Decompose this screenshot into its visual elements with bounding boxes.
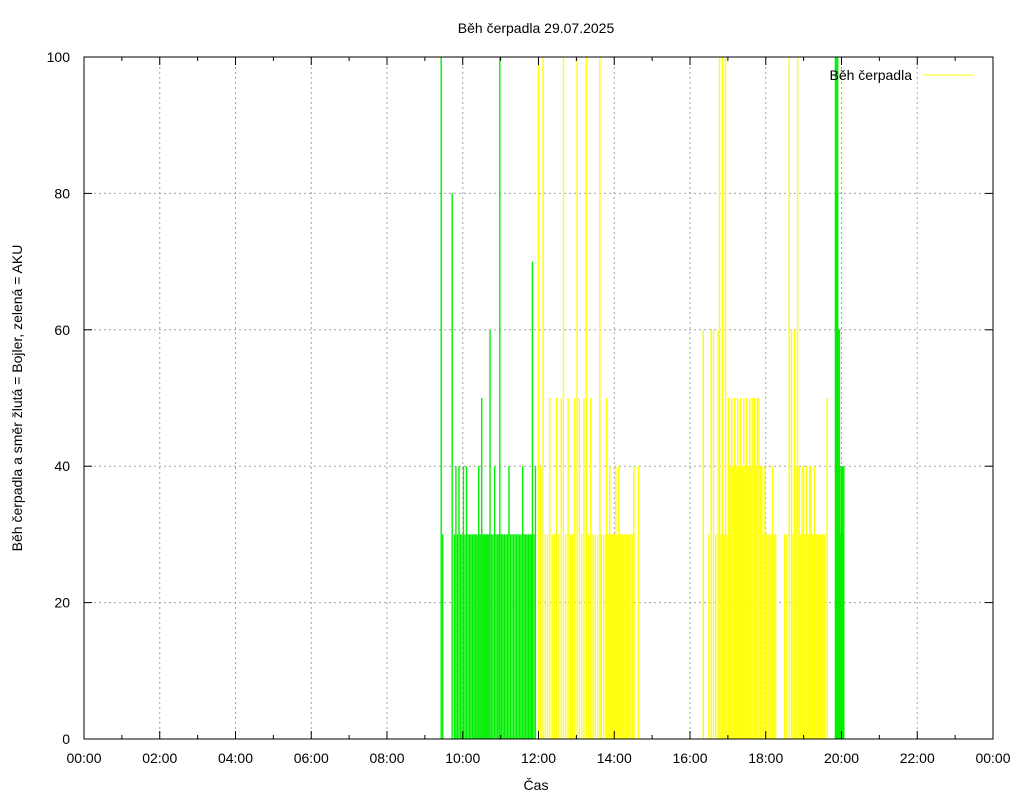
x-tick-label: 18:00 [748, 750, 783, 766]
x-tick-label: 14:00 [597, 750, 632, 766]
aku-series [440, 57, 845, 739]
y-tick-label: 0 [62, 731, 70, 747]
x-tick-label: 00:00 [66, 750, 101, 766]
y-tick-label: 60 [54, 322, 70, 338]
x-tick-label: 20:00 [824, 750, 859, 766]
x-tick-label: 06:00 [294, 750, 329, 766]
y-tick-label: 100 [47, 49, 71, 65]
x-tick-label: 12:00 [521, 750, 556, 766]
x-tick-label: 16:00 [672, 750, 707, 766]
x-tick-label: 10:00 [445, 750, 480, 766]
legend: Běh čerpadla [829, 67, 974, 83]
x-tick-label: 02:00 [142, 750, 177, 766]
y-tick-label: 20 [54, 595, 70, 611]
y-axis: 0 20 40 60 80 100 [47, 49, 993, 747]
bojler-series [537, 57, 828, 739]
y-axis-label: Běh čerpadla a směr žlutá = Bojler, zele… [9, 245, 25, 552]
x-axis: 00:00 02:00 04:00 06:00 08:00 10:00 12:00 14:00… [66, 57, 1011, 766]
x-tick-label: 04:00 [218, 750, 253, 766]
x-tick-label: 00:00 [975, 750, 1010, 766]
x-tick-label: 22:00 [900, 750, 935, 766]
chart-title: Běh čerpadla 29.07.2025 [458, 20, 615, 36]
x-tick-label: 08:00 [369, 750, 404, 766]
y-tick-label: 80 [54, 185, 70, 201]
y-tick-label: 40 [54, 458, 70, 474]
legend-label: Běh čerpadla [829, 67, 912, 83]
x-axis-label: Čas [524, 777, 549, 793]
